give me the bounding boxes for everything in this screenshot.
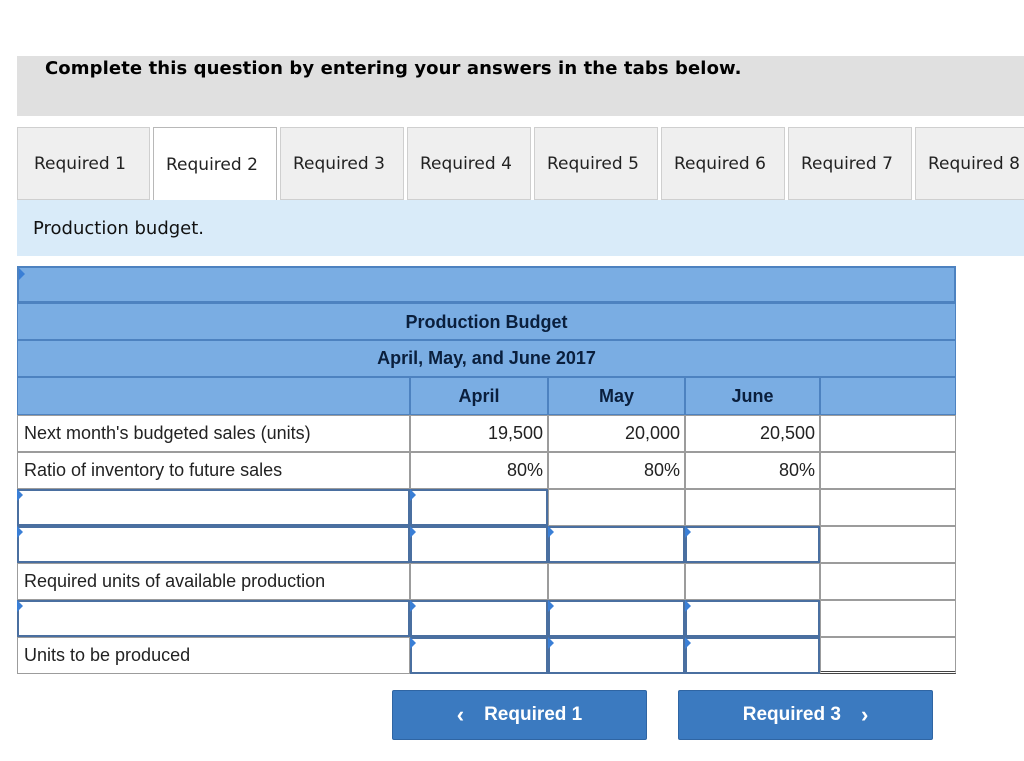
- tab-required-1[interactable]: Required 1: [17, 127, 150, 200]
- prev-tab-button[interactable]: ‹ Required 1: [392, 690, 647, 740]
- input-row-3-may-field[interactable]: [548, 600, 685, 637]
- row-label-next-month-sales: Next month's budgeted sales (units): [17, 415, 410, 452]
- input-row-2-label-field[interactable]: [17, 526, 410, 563]
- cell-extra: [820, 600, 956, 637]
- input-row-3-label-field[interactable]: [17, 600, 410, 637]
- row-label-required-units: Required units of available production: [17, 563, 410, 600]
- cell-required-units-june: [685, 563, 820, 600]
- prev-tab-label: Required 1: [484, 704, 583, 725]
- cell-empty: [548, 489, 685, 526]
- cell-ratio-may: 80%: [548, 452, 685, 489]
- cell-ratio-june: 80%: [685, 452, 820, 489]
- tab-required-4[interactable]: Required 4: [407, 127, 531, 200]
- column-header-may: May: [548, 377, 685, 415]
- units-produced-may-field[interactable]: [548, 637, 685, 674]
- tab-required-7[interactable]: Required 7: [788, 127, 912, 200]
- tab-required-5[interactable]: Required 5: [534, 127, 658, 200]
- cell-extra: [820, 452, 956, 489]
- tab-required-6[interactable]: Required 6: [661, 127, 785, 200]
- next-tab-label: Required 3: [742, 704, 841, 725]
- input-row-3-april-field[interactable]: [410, 600, 548, 637]
- input-row-2-june-field[interactable]: [685, 526, 820, 563]
- units-produced-june-field[interactable]: [685, 637, 820, 674]
- chevron-right-icon: ›: [860, 702, 869, 727]
- column-header-blank: [17, 377, 410, 415]
- title-row: [17, 303, 956, 340]
- subtitle-row: [17, 340, 956, 377]
- tab-label: Required 7: [801, 153, 893, 174]
- instruction-bar: Complete this question by entering your …: [17, 56, 1024, 116]
- tab-required-8[interactable]: Required 8: [915, 127, 1024, 200]
- row-label-units-produced: Units to be produced: [17, 637, 410, 674]
- cell-extra: [820, 415, 956, 452]
- row-label-ratio: Ratio of inventory to future sales: [17, 452, 410, 489]
- cell-extra: [820, 563, 956, 600]
- cell-required-units-april: [410, 563, 548, 600]
- tab-required-2[interactable]: Required 2: [153, 127, 277, 200]
- tab-label: Required 6: [674, 153, 766, 174]
- tab-label: Required 1: [34, 153, 126, 174]
- units-produced-april-field[interactable]: [410, 637, 548, 674]
- column-header-april: April: [410, 377, 548, 415]
- tab-label: Required 5: [547, 153, 639, 174]
- cell-required-units-may: [548, 563, 685, 600]
- tab-bar: Required 1 Required 2 Required 3 Require…: [17, 127, 1024, 200]
- budget-title: Production Budget: [405, 312, 568, 332]
- cell-next-sales-april: 19,500: [410, 415, 548, 452]
- column-header-extra: [820, 377, 956, 415]
- input-row-1-label-field[interactable]: [17, 489, 410, 526]
- tab-label: Required 8: [928, 153, 1020, 174]
- chevron-left-icon: ‹: [456, 702, 465, 727]
- cell-extra: [820, 637, 956, 674]
- panel-heading-bar: Production budget.: [17, 200, 1024, 256]
- column-header-june: June: [685, 377, 820, 415]
- budget-subtitle: April, May, and June 2017: [377, 348, 596, 368]
- cell-next-sales-june: 20,500: [685, 415, 820, 452]
- production-budget-table: Production Budget April, May, and June 2…: [17, 266, 956, 675]
- cell-next-sales-may: 20,000: [548, 415, 685, 452]
- next-tab-button[interactable]: Required 3 ›: [678, 690, 933, 740]
- tab-label: Required 2: [166, 154, 258, 175]
- cell-extra: [820, 526, 956, 563]
- input-row-1-april-field[interactable]: [410, 489, 548, 526]
- input-row-3-june-field[interactable]: [685, 600, 820, 637]
- cell-empty: [685, 489, 820, 526]
- instruction-text: Complete this question by entering your …: [45, 58, 742, 79]
- input-row-2-may-field[interactable]: [548, 526, 685, 563]
- input-marker-icon: [19, 268, 25, 280]
- tab-label: Required 4: [420, 153, 512, 174]
- input-row-2-april-field[interactable]: [410, 526, 548, 563]
- tab-required-3[interactable]: Required 3: [280, 127, 404, 200]
- cell-ratio-april: 80%: [410, 452, 548, 489]
- panel-heading: Production budget.: [33, 218, 205, 239]
- tab-label: Required 3: [293, 153, 385, 174]
- cell-extra: [820, 489, 956, 526]
- table-top-bar: [17, 266, 956, 303]
